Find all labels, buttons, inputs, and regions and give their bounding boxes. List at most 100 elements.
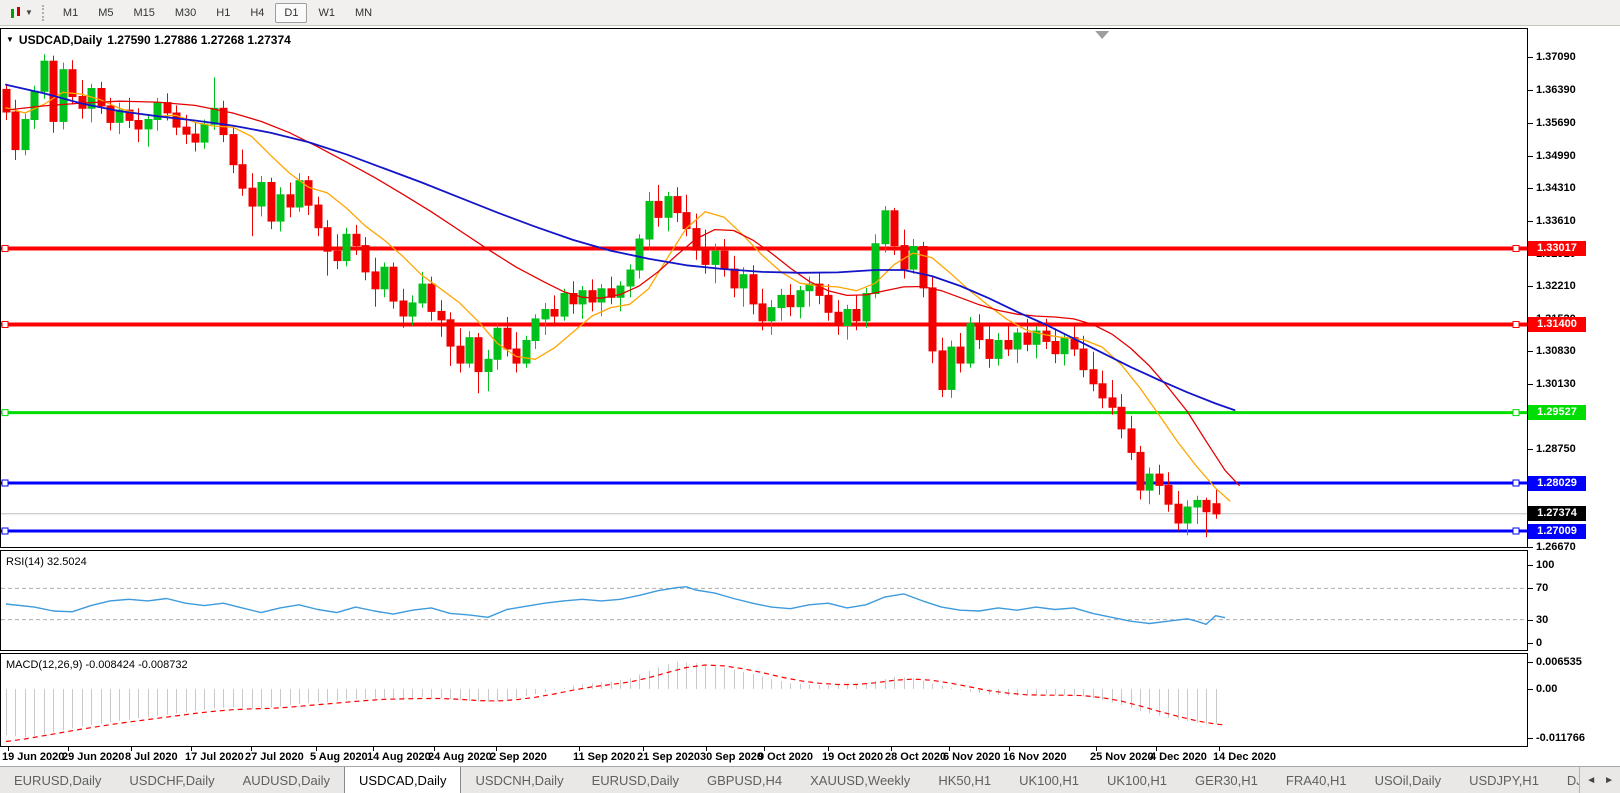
axis-tick	[1528, 565, 1533, 566]
date-tick	[316, 747, 317, 751]
date-label: 14 Dec 2020	[1213, 751, 1276, 763]
price-tick-label: 1.28750	[1536, 443, 1576, 455]
date-label: 17 Jul 2020	[185, 751, 244, 763]
timeframe-button-w1[interactable]: W1	[309, 3, 344, 23]
main-price-chart[interactable]	[0, 28, 1528, 548]
chart-tab-usdcad-daily[interactable]: USDCAD,Daily	[344, 767, 462, 793]
date-label: 11 Sep 2020	[573, 751, 636, 763]
date-tick	[579, 747, 580, 751]
chart-tab-xauusd-weekly[interactable]: XAUUSD,Weekly	[810, 772, 911, 788]
chart-tab-usdchf-daily[interactable]: USDCHF,Daily	[129, 772, 215, 788]
date-tick	[1009, 747, 1010, 751]
rsi-indicator-pane[interactable]	[0, 550, 1528, 651]
chart-tab-usdjpy-h1[interactable]: USDJPY,H1	[1469, 772, 1539, 788]
axis-tick	[1528, 254, 1533, 255]
rsi-tick-label: 70	[1536, 582, 1549, 594]
date-tick	[891, 747, 892, 751]
date-label: 19 Oct 2020	[822, 751, 884, 763]
candlestick-chart-icon	[9, 6, 23, 20]
axis-tick	[1528, 547, 1533, 548]
chart-tab-bar: EURUSD,Daily USDCHF,Daily AUDUSD,Daily USDC…	[0, 766, 1620, 793]
date-tick	[1096, 747, 1097, 751]
axis-tick	[1528, 662, 1533, 663]
axis-tick	[1528, 689, 1533, 690]
macd-tick-label: 0.006535	[1536, 656, 1582, 668]
price-tick-label: 1.28050	[1536, 476, 1576, 488]
axis-tick	[1528, 188, 1533, 189]
chart-tab-gbpusd-h4[interactable]: GBPUSD,H4	[706, 772, 783, 788]
timeframe-button-mn[interactable]: MN	[346, 3, 381, 23]
timeframe-button-m1[interactable]: M1	[54, 3, 87, 23]
chart-type-button[interactable]: ▼	[4, 3, 38, 23]
timeframe-button-d1[interactable]: D1	[275, 2, 308, 23]
date-tick	[1219, 747, 1220, 751]
level-price-tag: 1.29527	[1528, 405, 1586, 420]
tab-scroll-controls: ◄ ►	[1579, 766, 1620, 793]
macd-indicator-pane[interactable]	[0, 653, 1528, 747]
chart-tab-eurusd-daily[interactable]: EURUSD,Daily	[591, 772, 679, 788]
date-label: 29 Jun 2020	[62, 751, 125, 763]
price-tick-label: 1.32210	[1536, 280, 1576, 292]
date-tick	[68, 747, 69, 751]
chart-tab-eurusd-daily[interactable]: EURUSD,Daily	[14, 772, 102, 788]
toolbar-grip-handle[interactable]	[41, 4, 47, 21]
axis-tick	[1528, 286, 1533, 287]
price-tick-label: 1.31520	[1536, 313, 1576, 325]
symbol-dropdown-icon[interactable]: ▼	[6, 35, 14, 44]
tab-scroll-left-icon[interactable]: ◄	[1586, 774, 1597, 786]
chart-tab-ger30-h1[interactable]: GER30,H1	[1195, 772, 1258, 788]
rsi-tick-label: 0	[1536, 637, 1543, 649]
chevron-down-icon: ▼	[25, 7, 33, 17]
rsi-tick-label: 100	[1536, 559, 1555, 571]
level-price-tag: 1.28029	[1528, 476, 1586, 491]
date-label: 21 Sep 2020	[637, 751, 700, 763]
date-tick	[251, 747, 252, 751]
chart-tab-hk50-h1[interactable]: HK50,H1	[938, 772, 992, 788]
chart-tab-usoil-daily[interactable]: USOil,Daily	[1374, 772, 1442, 788]
price-tick-label: 1.27350	[1536, 509, 1576, 521]
timeframe-button-m5[interactable]: M5	[89, 3, 122, 23]
chart-tab-uk100-h1[interactable]: UK100,H1	[1107, 772, 1168, 788]
chart-tab-audusd-daily[interactable]: AUDUSD,Daily	[242, 772, 331, 788]
axis-tick	[1528, 351, 1533, 352]
date-label: 14 Aug 2020	[367, 751, 431, 763]
date-tick	[764, 747, 765, 751]
price-tick-label: 1.36390	[1536, 84, 1576, 96]
price-tick-label: 1.33610	[1536, 215, 1576, 227]
axis-tick	[1528, 643, 1533, 644]
level-price-tag: 1.27009	[1528, 524, 1586, 539]
date-label: 16 Nov 2020	[1003, 751, 1067, 763]
date-label: 4 Dec 2020	[1150, 751, 1207, 763]
axis-tick	[1528, 588, 1533, 589]
level-price-tag: 1.33017	[1528, 241, 1586, 256]
date-label: 9 Oct 2020	[758, 751, 814, 763]
date-label: 30 Sep 2020	[700, 751, 763, 763]
date-tick	[496, 747, 497, 751]
date-label: 24 Aug 2020	[428, 751, 492, 763]
chart-tab-usdcnh-daily[interactable]: USDCNH,Daily	[475, 772, 564, 788]
date-tick	[191, 747, 192, 751]
date-tick	[1156, 747, 1157, 751]
level-price-tag: 1.31400	[1528, 317, 1586, 332]
tab-scroll-right-icon[interactable]: ►	[1604, 774, 1614, 786]
axis-tick	[1528, 221, 1533, 222]
timeframe-button-m30[interactable]: M30	[166, 3, 205, 23]
price-tick-label: 1.30830	[1536, 345, 1576, 357]
chart-title: ▼ USDCAD,Daily 1.27590 1.27886 1.27268 1…	[6, 33, 291, 47]
date-tick	[706, 747, 707, 751]
chart-tab-fra40-h1[interactable]: FRA40,H1	[1285, 772, 1347, 788]
axis-tick	[1528, 90, 1533, 91]
axis-tick	[1528, 620, 1533, 621]
chart-symbol-label: USDCAD,Daily	[18, 33, 103, 47]
timeframe-button-h1[interactable]: H1	[207, 3, 239, 23]
date-label: 19 Jun 2020	[2, 751, 65, 763]
price-tick-label: 1.37090	[1536, 51, 1576, 63]
date-tick	[8, 747, 9, 751]
rsi-label: RSI(14) 32.5024	[6, 556, 87, 568]
price-tick-label: 1.34990	[1536, 150, 1576, 162]
rsi-tick-label: 30	[1536, 614, 1549, 626]
chart-tab-uk100-h1[interactable]: UK100,H1	[1019, 772, 1080, 788]
timeframe-button-h4[interactable]: H4	[241, 3, 273, 23]
timeframe-button-m15[interactable]: M15	[124, 3, 163, 23]
